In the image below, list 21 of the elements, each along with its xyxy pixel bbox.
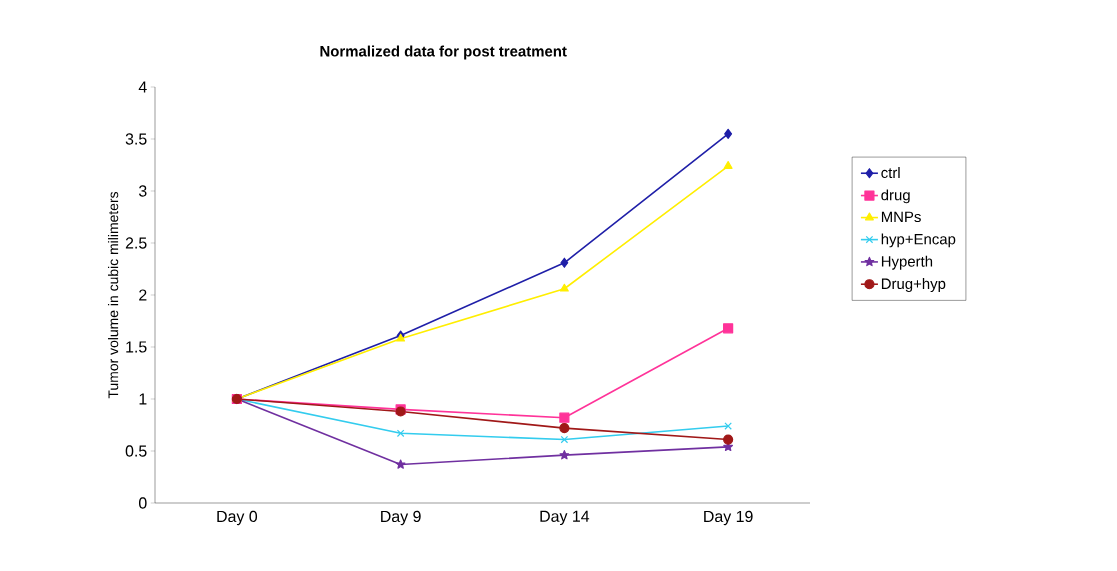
legend-label: Hyperth — [881, 255, 933, 270]
x-tick-label: Day 14 — [540, 510, 590, 526]
y-tick-label: 1.5 — [126, 341, 147, 353]
x-tick-label: Day 0 — [217, 510, 258, 526]
y-tick-label: 2 — [139, 289, 147, 301]
chart-title: Normalized data for post treatment — [320, 45, 567, 60]
y-tick-label: 4 — [138, 81, 147, 93]
y-tick-label: 0.5 — [125, 445, 147, 457]
y-axis-title: Tumor volume in cubic milimeters — [107, 191, 119, 399]
y-tick-label: 1 — [139, 393, 147, 405]
y-tick-label: 3 — [138, 185, 147, 197]
y-tick-label: 2.5 — [125, 237, 147, 249]
legend-label: hyp+Encap — [881, 233, 956, 248]
legend-label: drug — [881, 189, 910, 204]
y-tick-label: 3.5 — [125, 133, 147, 145]
x-tick-label: Day 9 — [381, 510, 421, 526]
legend-label: MNPs — [881, 211, 921, 223]
legend-label: ctrl — [881, 167, 900, 179]
x-tick-label: Day 19 — [704, 510, 753, 526]
legend-label: Drug+hyp — [881, 278, 946, 292]
y-tick-label: 0 — [138, 497, 147, 509]
